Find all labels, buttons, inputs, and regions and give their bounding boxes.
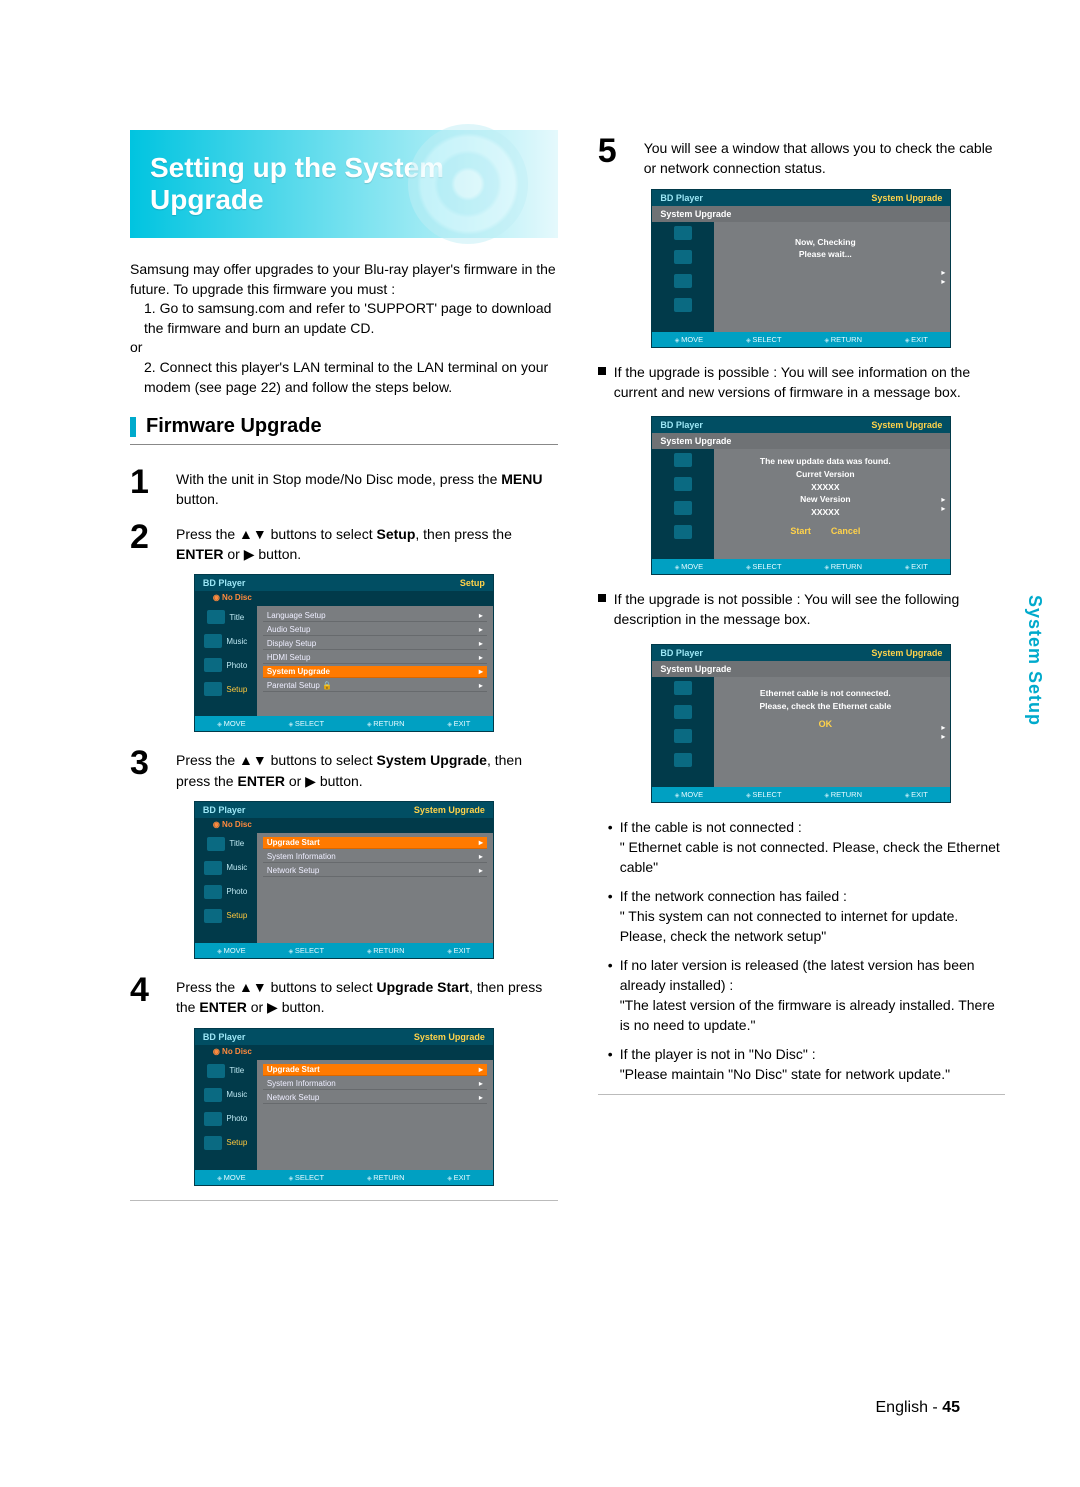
page-title-block: Setting up the System Upgrade [130,130,558,238]
play-icon: ▶ [267,999,278,1015]
movie-icon [207,837,225,851]
section-bar-icon [130,417,136,437]
cancel-button[interactable]: Cancel [831,525,861,539]
intro-or: or [130,338,558,358]
setup-icon [204,909,222,923]
updown-arrow-icon: ▲▼ [239,752,267,768]
movie-icon [207,1064,225,1078]
no-disc-label: ◉ [213,593,222,602]
music-icon [674,705,692,719]
osd-message: Ethernet cable is not connected. Please,… [714,677,936,787]
photo-icon [674,501,692,515]
music-icon [674,250,692,264]
intro-option-2: 2. Connect this player's LAN terminal to… [144,358,558,397]
osd-cable-error-screenshot: BD PlayerSystem Upgrade System Upgrade E… [651,644,951,803]
intro-option-1: 1. Go to samsung.com and refer to 'SUPPO… [144,299,558,338]
list-item: If no later version is released (the lat… [608,955,1005,1036]
movie-icon [207,610,225,624]
note-upgrade-not-possible: If the upgrade is not possible : You wil… [598,589,1005,630]
osd-message: The new update data was found. Curret Ve… [714,449,936,559]
page-footer: English - 45 [876,1399,961,1417]
section-tab: System Setup [1024,595,1045,726]
music-icon [204,861,222,875]
note-upgrade-possible: If the upgrade is possible : You will se… [598,362,1005,403]
setup-icon [204,682,222,696]
step-number: 1 [130,465,164,510]
photo-icon [674,274,692,288]
movie-icon [674,453,692,467]
step-text: Press the ▲▼ buttons to select System Up… [176,746,558,791]
divider [130,1200,558,1201]
step-4: 4 Press the ▲▼ buttons to select Upgrade… [130,973,558,1018]
photo-icon [674,729,692,743]
osd-menu: Language Setup▸ Audio Setup▸ Display Set… [257,606,493,716]
setup-icon [674,753,692,767]
updown-arrow-icon: ▲▼ [239,526,267,542]
ok-button[interactable]: OK [819,718,833,732]
intro-text: Samsung may offer upgrades to your Blu-r… [130,260,558,397]
step-text: You will see a window that allows you to… [644,134,1005,179]
step-2: 2 Press the ▲▼ buttons to select Setup, … [130,520,558,565]
section-heading: Firmware Upgrade [130,415,558,438]
osd-setup-screenshot: BD PlayerSetup ◉ No Disc Title Music Pho… [194,574,494,732]
music-icon [204,1088,222,1102]
photo-icon [204,885,222,899]
step-number: 5 [598,134,632,179]
music-icon [674,477,692,491]
step-5: 5 You will see a window that allows you … [598,134,1005,179]
setup-icon [674,298,692,312]
music-icon [204,634,222,648]
step-1: 1 With the unit in Stop mode/No Disc mod… [130,465,558,510]
divider [598,1094,1005,1095]
section-title: Firmware Upgrade [146,415,322,438]
step-text: With the unit in Stop mode/No Disc mode,… [176,465,558,510]
movie-icon [674,681,692,695]
intro-lead: Samsung may offer upgrades to your Blu-r… [130,260,558,299]
start-button[interactable]: Start [790,525,811,539]
square-bullet-icon [598,367,606,375]
step-3: 3 Press the ▲▼ buttons to select System … [130,746,558,791]
photo-icon [204,658,222,672]
list-item: If the cable is not connected : " Ethern… [608,817,1005,878]
step-text: Press the ▲▼ buttons to select Setup, th… [176,520,558,565]
osd-message: Now, Checking Please wait... [714,222,936,332]
play-icon: ▶ [244,546,255,562]
list-item: If the player is not in "No Disc" : "Ple… [608,1044,1005,1085]
osd-update-found-screenshot: BD PlayerSystem Upgrade System Upgrade T… [651,416,951,575]
osd-checking-screenshot: BD PlayerSystem Upgrade System Upgrade N… [651,189,951,348]
error-messages-list: If the cable is not connected : " Ethern… [598,817,1005,1085]
setup-icon [674,525,692,539]
updown-arrow-icon: ▲▼ [239,979,267,995]
decorative-disc [408,124,528,244]
movie-icon [674,226,692,240]
osd-system-upgrade-screenshot: BD PlayerSystem Upgrade ◉ No Disc Title … [194,801,494,959]
step-number: 4 [130,973,164,1018]
play-icon: ▶ [305,773,316,789]
osd-upgrade-start-screenshot: BD PlayerSystem Upgrade ◉ No Disc Title … [194,1028,494,1186]
step-number: 3 [130,746,164,791]
setup-icon [204,1136,222,1150]
step-text: Press the ▲▼ buttons to select Upgrade S… [176,973,558,1018]
divider [130,444,558,445]
photo-icon [204,1112,222,1126]
osd-sidebar: Title Music Photo Setup [195,606,257,716]
square-bullet-icon [598,594,606,602]
list-item: If the network connection has failed : "… [608,886,1005,947]
step-number: 2 [130,520,164,565]
